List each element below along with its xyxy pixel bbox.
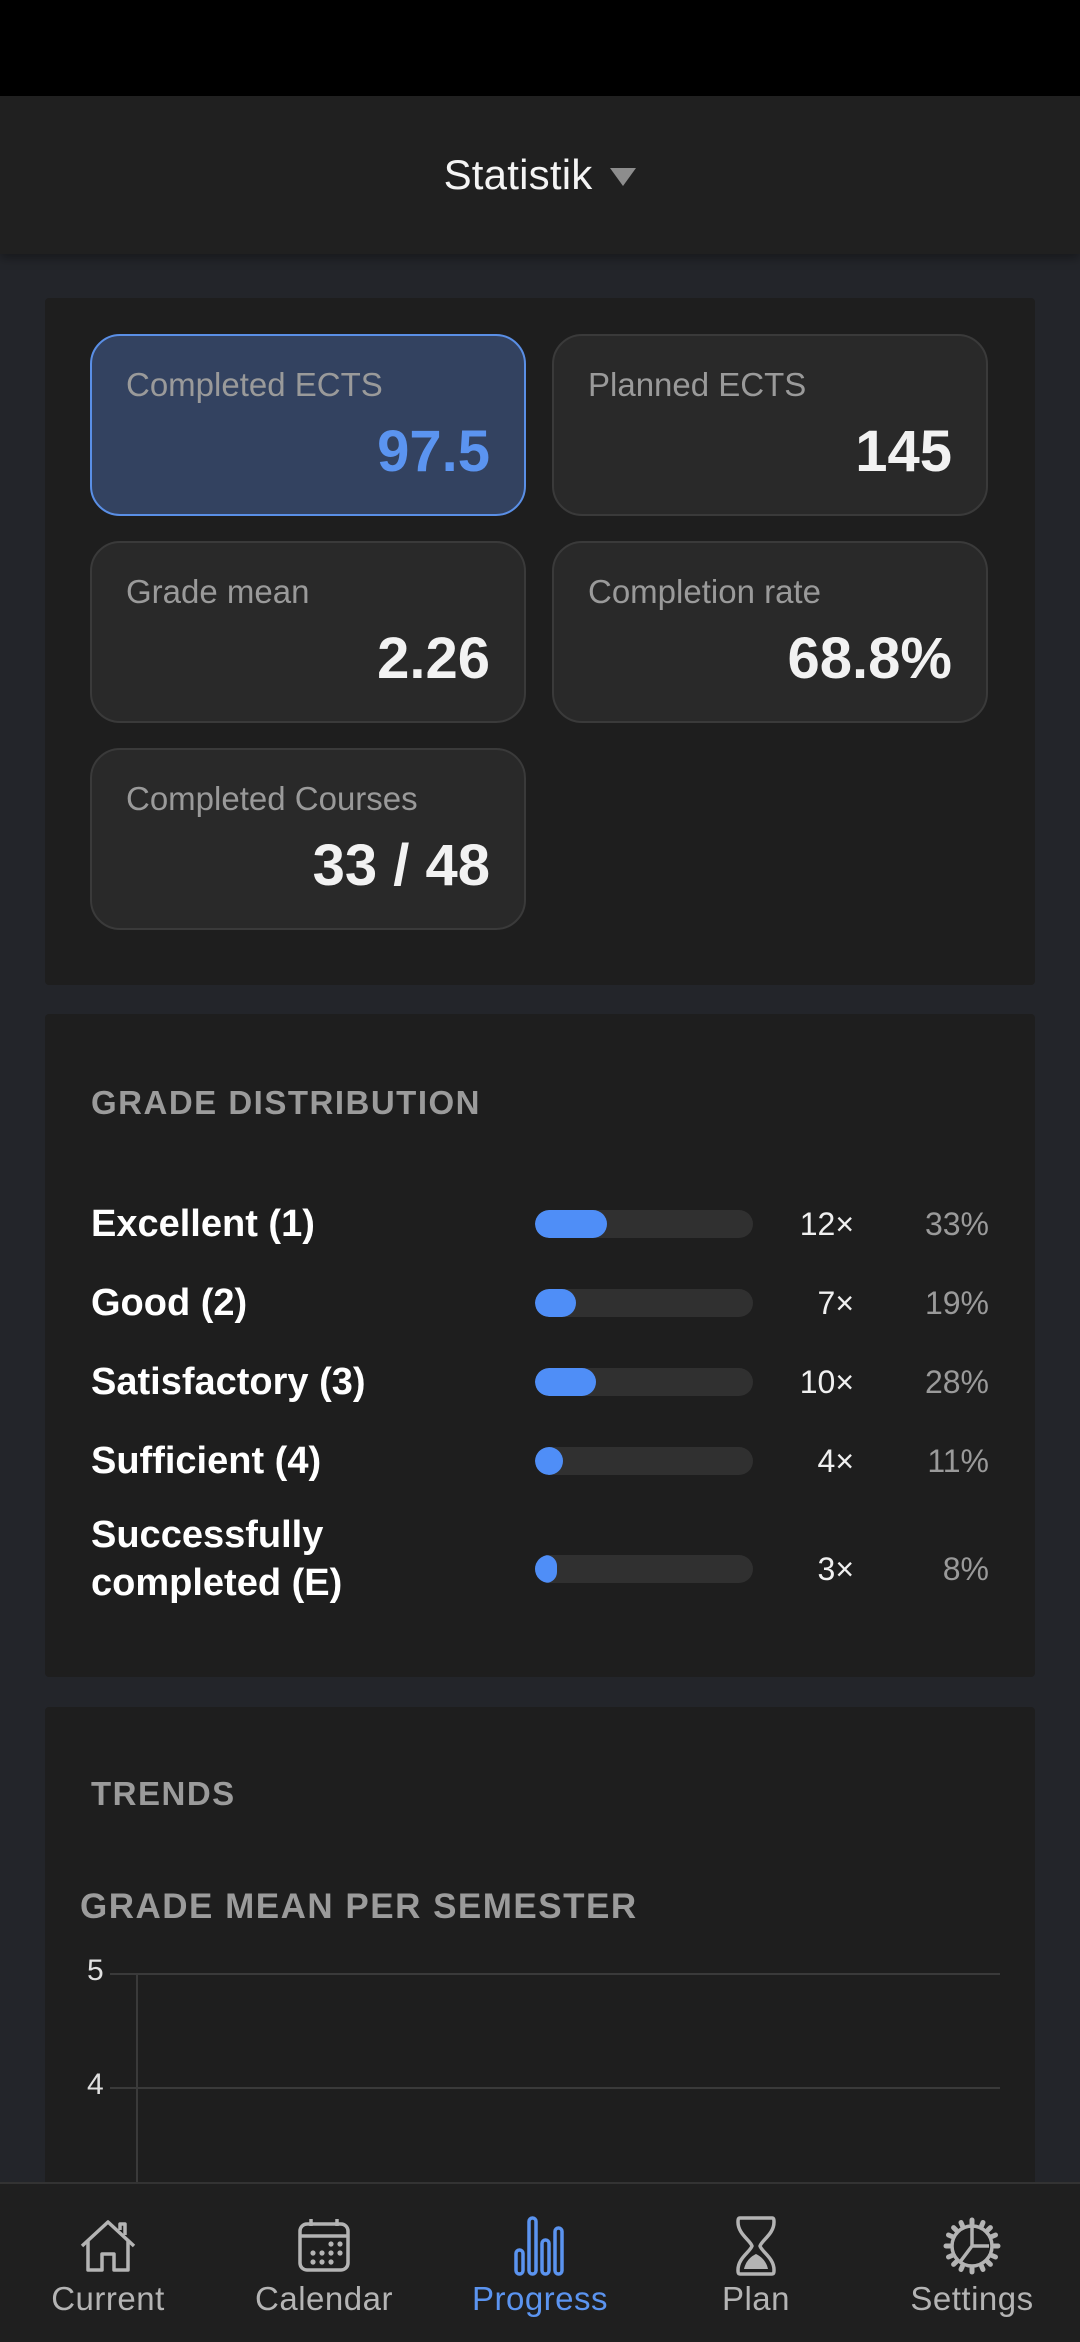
nav-label: Settings [910,2280,1034,2317]
stat-value: 97.5 [377,419,490,484]
y-axis [136,1975,138,2207]
progress-fill [535,1210,607,1238]
nav-item-current[interactable]: Current [0,2184,216,2342]
stat-card-grade-mean[interactable]: Grade mean 2.26 [90,541,526,723]
status-bar [0,0,1080,96]
hourglass-icon [736,2216,776,2276]
dropdown-caret-icon[interactable] [610,168,637,186]
stats-panel: Completed ECTS 97.5 Planned ECTS 145 Gra… [45,298,1035,985]
section-title: TRENDS [91,1775,236,1812]
grade-count: 3× [817,1551,854,1587]
grade-label: Excellent (1) [91,1203,315,1245]
home-icon [80,2220,136,2272]
section-title: GRADE DISTRIBUTION [91,1084,481,1121]
nav-item-calendar[interactable]: Calendar [216,2184,432,2342]
grade-percent: 33% [924,1206,989,1242]
progress-bar [535,1210,753,1238]
stat-label: Completion rate [588,573,821,610]
stat-value: 68.8% [787,626,952,691]
grade-percent: 28% [924,1364,989,1400]
grade-count: 4× [817,1443,854,1479]
calendar-icon [298,2219,350,2272]
stat-label: Grade mean [126,573,310,610]
view-selector-title[interactable]: Statistik [443,151,593,198]
grade-count: 10× [799,1364,854,1400]
nav-label: Current [51,2280,165,2317]
progress-fill [535,1289,577,1317]
nav-item-plan[interactable]: Plan [648,2184,864,2342]
nav-item-progress[interactable]: Progress [432,2184,648,2342]
grade-percent: 8% [942,1551,989,1587]
y-tick-label: 5 [87,1954,104,1987]
grade-percent: 11% [927,1443,989,1479]
grade-mean-chart: 5 4 [45,1707,1035,2207]
stat-label: Planned ECTS [588,366,807,403]
grade-label: Sufficient (4) [91,1440,322,1482]
progress-fill [535,1368,597,1396]
stat-value: 2.26 [377,626,490,691]
bottom-navigation: Current Calendar Progress Plan [0,2182,1080,2342]
stat-card-completed-ects[interactable]: Completed ECTS 97.5 [90,334,526,516]
progress-bar [535,1289,753,1317]
grade-label: Successfully completed (E) [91,1514,343,1604]
progress-fill [535,1447,564,1475]
grade-count: 12× [799,1206,854,1242]
gear-icon [943,2217,1001,2275]
gridline [110,2087,1000,2089]
stat-card-completion-rate[interactable]: Completion rate 68.8% [552,541,988,723]
progress-fill [535,1555,557,1583]
grade-label: Satisfactory (3) [91,1361,366,1403]
app-bar: Statistik [0,96,1080,254]
y-tick-label: 4 [87,2068,104,2101]
nav-item-settings[interactable]: Settings [864,2184,1080,2342]
stat-label: Completed Courses [126,780,418,817]
stat-value: 33 / 48 [312,833,490,898]
grade-count: 7× [817,1285,854,1321]
grade-label: Good (2) [91,1282,248,1324]
progress-bar [535,1368,753,1396]
stat-value: 145 [855,419,952,484]
stat-card-completed-courses[interactable]: Completed Courses 33 / 48 [90,748,526,930]
gridline [110,1973,1000,1975]
nav-label: Calendar [255,2280,393,2317]
nav-label: Progress [471,2280,609,2317]
grade-distribution-panel: GRADE DISTRIBUTION Excellent (1) 12× 33%… [45,1014,1035,1677]
grade-percent: 19% [924,1285,989,1321]
progress-bar [535,1447,753,1475]
trends-panel: TRENDS GRADE MEAN PER SEMESTER 5 4 [45,1707,1035,2207]
progress-bar [535,1555,753,1583]
stat-card-planned-ects[interactable]: Planned ECTS 145 [552,334,988,516]
nav-label: Plan [721,2280,791,2317]
chart-title: GRADE MEAN PER SEMESTER [80,1887,638,1926]
bar-chart-icon [514,2216,564,2276]
stat-label: Completed ECTS [126,366,383,403]
